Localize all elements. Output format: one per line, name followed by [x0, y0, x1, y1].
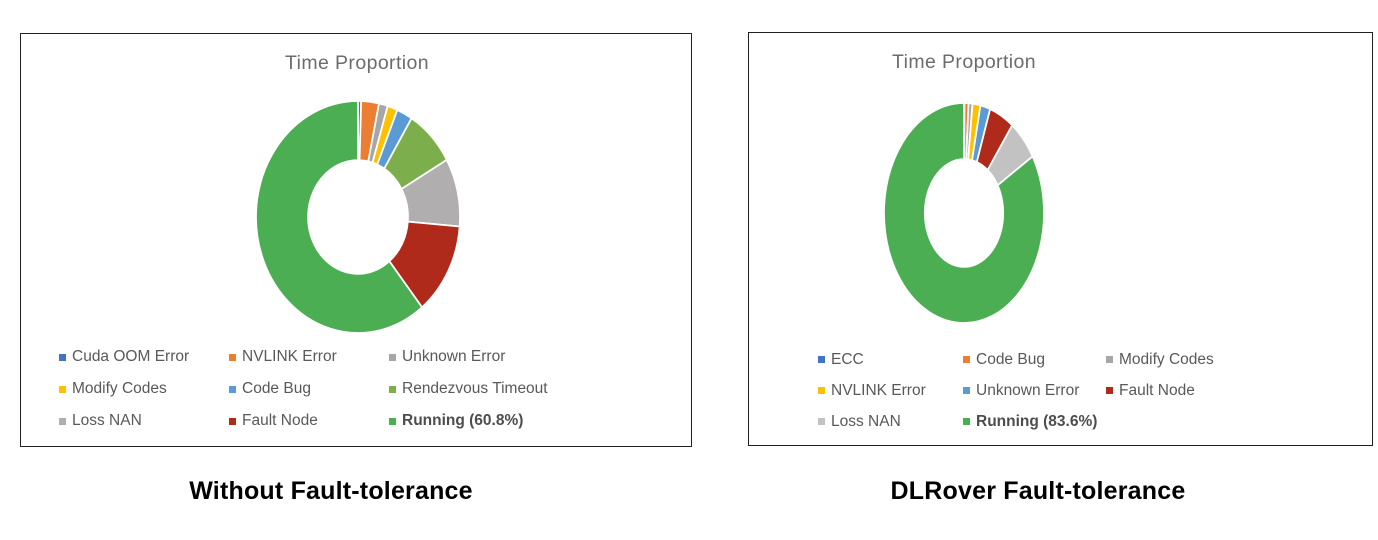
legend-item-running: Running (60.8%) [389, 405, 548, 437]
legend-item-rendezvous-timeout: Rendezvous Timeout [389, 373, 548, 405]
legend-swatch-icon [389, 353, 396, 361]
donut-chart-dlrover-fault-tolerance [883, 102, 1045, 324]
chart-panel-dlrover-fault-tolerance: Time Proportion ECC Code Bug Modify Codes N… [748, 32, 1373, 446]
figure-caption-dlrover-fault-tolerance: DLRover Fault-tolerance [890, 477, 1186, 505]
donut-slice-running [255, 100, 423, 334]
legend-item-cuda-oom-error: Cuda OOM Error [59, 341, 229, 373]
legend-item-unknown-error: Unknown Error [963, 375, 1106, 406]
legend-label: Fault Node [242, 412, 318, 429]
legend-label: Running (83.6%) [976, 412, 1098, 430]
legend-swatch-icon [818, 418, 825, 425]
legend-swatch-icon [1106, 356, 1113, 363]
legend-swatch-icon [229, 385, 236, 393]
legend-swatch-icon [229, 417, 236, 425]
legend-label: Code Bug [242, 380, 311, 397]
donut-slice-running [883, 102, 1045, 324]
legend-item-fault-node: Fault Node [1106, 375, 1214, 406]
figure-caption-without-fault-tolerance: Without Fault-tolerance [189, 477, 473, 505]
legend-swatch-icon [963, 387, 970, 394]
legend-label: Code Bug [976, 350, 1045, 368]
legend-swatch-icon [59, 385, 66, 393]
legend-label: Rendezvous Timeout [402, 380, 548, 397]
chart-legend: ECC Code Bug Modify Codes NVLINK Error Unkno… [818, 344, 1214, 437]
chart-title: Time Proportion [285, 52, 429, 74]
legend-item-code-bug: Code Bug [229, 373, 389, 405]
legend-item-loss-nan: Loss NAN [818, 406, 963, 437]
donut-chart-without-fault-tolerance [255, 100, 461, 334]
legend-item-nvlink-error: NVLINK Error [229, 341, 389, 373]
legend-item-running: Running (83.6%) [963, 406, 1106, 437]
legend-label: Unknown Error [402, 348, 506, 365]
legend-label: Fault Node [1119, 381, 1195, 399]
legend-label: Running (60.8%) [402, 412, 524, 429]
legend-swatch-icon [963, 418, 970, 425]
chart-title: Time Proportion [892, 51, 1036, 73]
legend-swatch-icon [389, 385, 396, 393]
legend-item-fault-node: Fault Node [229, 405, 389, 437]
legend-swatch-icon [59, 417, 66, 425]
legend-swatch-icon [818, 356, 825, 363]
legend-label: Modify Codes [72, 380, 167, 397]
legend-item-code-bug: Code Bug [963, 344, 1106, 375]
legend-swatch-icon [59, 353, 66, 361]
legend-swatch-icon [229, 353, 236, 361]
legend-swatch-icon [389, 417, 396, 425]
legend-label: Unknown Error [976, 381, 1080, 399]
legend-label: ECC [831, 350, 864, 368]
legend-item-modify-codes: Modify Codes [1106, 344, 1214, 375]
legend-item-nvlink-error: NVLINK Error [818, 375, 963, 406]
legend-swatch-icon [963, 356, 970, 363]
legend-label: Cuda OOM Error [72, 348, 190, 365]
legend-swatch-icon [1106, 387, 1113, 394]
legend-label: Modify Codes [1119, 350, 1214, 368]
legend-label: Loss NAN [72, 412, 142, 429]
chart-panel-without-fault-tolerance: Time Proportion Cuda OOM Error NVLINK Err… [20, 33, 692, 447]
legend-label: Loss NAN [831, 412, 901, 430]
legend-item-modify-codes: Modify Codes [59, 373, 229, 405]
legend-item-loss-nan: Loss NAN [59, 405, 229, 437]
legend-item-unknown-error: Unknown Error [389, 341, 548, 373]
legend-label: NVLINK Error [831, 381, 926, 399]
legend-swatch-icon [818, 387, 825, 394]
chart-legend: Cuda OOM Error NVLINK Error Unknown Error M… [59, 341, 548, 437]
legend-item-ecc: ECC [818, 344, 963, 375]
legend-label: NVLINK Error [242, 348, 337, 365]
